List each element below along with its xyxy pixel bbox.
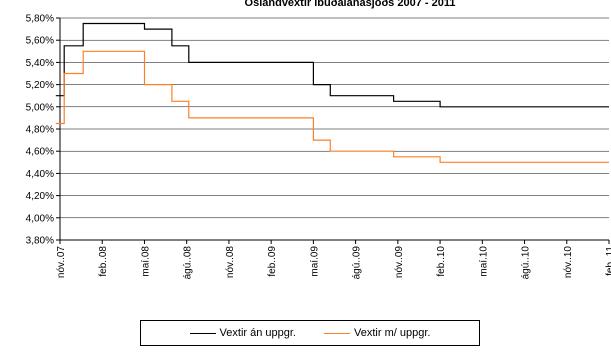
y-tick-labels: 3,80% 4,00% 4,20% 4,40% 4,60% 4,80% 5,00% 5,20%… bbox=[26, 14, 54, 247]
y-tick-label-1: 4,00% bbox=[26, 213, 54, 224]
axes bbox=[56, 17, 610, 244]
y-tick-label-3: 4,40% bbox=[26, 169, 54, 180]
y-tick-label-2: 4,20% bbox=[26, 191, 54, 202]
legend-swatch-0 bbox=[189, 332, 216, 334]
x-tick-label-3: ágú..08 bbox=[183, 246, 194, 280]
x-tick-label-11: ágú..10 bbox=[521, 246, 532, 280]
y-tick-label-0: 3,80% bbox=[26, 236, 54, 247]
legend-swatch-1 bbox=[324, 332, 350, 334]
y-tick-label-9: 5,60% bbox=[26, 36, 54, 47]
series-line-0 bbox=[55, 22, 609, 108]
legend-label-1: Vextir m/ uppgr. bbox=[354, 327, 431, 339]
x-tick-label-8: nóv..09 bbox=[394, 246, 405, 278]
grid bbox=[60, 17, 609, 219]
x-tick-label-2: maí.08 bbox=[140, 246, 151, 277]
x-tick-label-0: nóv..07 bbox=[56, 246, 67, 278]
series-line-1 bbox=[55, 50, 609, 163]
y-tick-label-10: 5,80% bbox=[26, 14, 54, 25]
y-tick-label-6: 5,00% bbox=[26, 102, 54, 113]
legend: Vextir án uppgr. Vextir m/ uppgr. bbox=[140, 320, 480, 346]
y-tick-label-8: 5,40% bbox=[26, 58, 54, 69]
x-tick-label-13: feb..11 bbox=[605, 246, 611, 276]
x-tick-label-4: nóv..08 bbox=[225, 246, 236, 278]
series-lines bbox=[55, 22, 609, 163]
x-tick-label-5: feb..09 bbox=[267, 246, 278, 277]
x-tick-label-10: maí.10 bbox=[478, 246, 489, 277]
x-tick-label-12: nóv..10 bbox=[563, 246, 574, 278]
y-tick-label-4: 4,60% bbox=[26, 147, 54, 158]
legend-item-1: Vextir m/ uppgr. bbox=[324, 327, 430, 339]
y-tick-label-7: 5,20% bbox=[26, 80, 54, 91]
x-tick-label-6: maí.09 bbox=[309, 246, 320, 277]
chart-title: Óslandvextir íbúðalánasjóðs 2007 - 2011 bbox=[245, 0, 456, 9]
legend-label-0: Vextir án uppgr. bbox=[219, 327, 296, 339]
x-tick-label-9: feb..10 bbox=[436, 246, 447, 277]
x-tick-labels: nóv..07 feb..08 maí.08 ágú..08 nóv..08 feb..0… bbox=[56, 246, 611, 280]
x-tick-label-7: ágú..09 bbox=[352, 246, 363, 280]
x-tick-label-1: feb..08 bbox=[98, 246, 109, 277]
legend-item-0: Vextir án uppgr. bbox=[189, 327, 296, 339]
y-tick-label-5: 4,80% bbox=[26, 125, 54, 136]
